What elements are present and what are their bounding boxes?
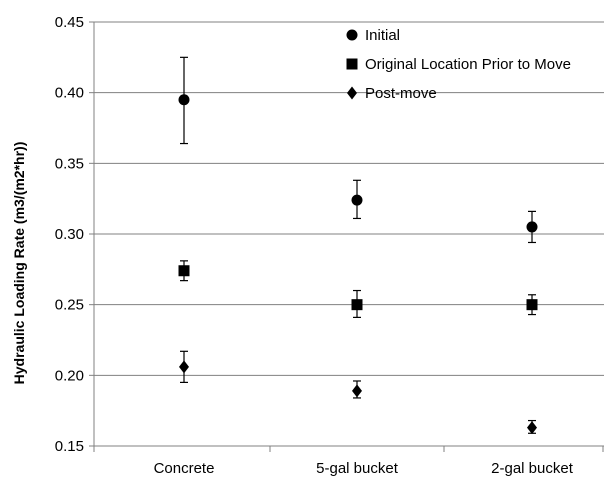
data-point-original-location-prior-to-move-concrete <box>178 265 190 277</box>
y-tick-labels: 0.15 0.20 0.25 0.30 0.35 0.40 0.45 <box>55 14 84 455</box>
legend-marker-initial <box>346 29 358 41</box>
legend-marker-post-move <box>347 86 357 100</box>
y-axis-title: Hydraulic Loading Rate (m3/(m2*hr)) <box>11 142 27 385</box>
y-tick-label: 0.45 <box>55 14 84 31</box>
gridlines <box>94 21 604 376</box>
data-point-original-location-prior-to-move-5-gal-bucket <box>351 299 363 311</box>
data-point-original-location-prior-to-move-2-gal-bucket <box>526 299 538 311</box>
x-tick-label-concrete: Concrete <box>154 460 215 477</box>
data-points <box>178 94 538 435</box>
y-tick-label: 0.15 <box>55 438 84 455</box>
legend-label-post-move: Post-move <box>365 85 437 102</box>
y-tick-label: 0.25 <box>55 297 84 314</box>
y-tick-label: 0.35 <box>55 155 84 172</box>
data-point-initial-concrete <box>178 94 190 106</box>
data-point-post-move-concrete <box>179 360 189 374</box>
legend-marker-original-location-prior-to-move <box>346 58 358 70</box>
data-point-initial-5-gal-bucket <box>351 194 363 206</box>
data-point-post-move-2-gal-bucket <box>527 421 537 435</box>
error-bars <box>180 56 536 434</box>
y-tick-label: 0.40 <box>55 85 84 102</box>
legend: Initial Original Location Prior to Move Po… <box>346 27 571 102</box>
y-tick-label: 0.30 <box>55 226 84 243</box>
x-tick-label-5-gal-bucket: 5-gal bucket <box>316 460 399 477</box>
y-tick-label: 0.20 <box>55 367 84 384</box>
x-tick-labels: Concrete 5-gal bucket 2-gal bucket <box>154 460 574 477</box>
x-tick-label-2-gal-bucket: 2-gal bucket <box>491 460 574 477</box>
data-point-post-move-5-gal-bucket <box>352 384 362 398</box>
axes <box>89 21 604 452</box>
legend-label-initial: Initial <box>365 27 400 44</box>
legend-label-original-location-prior-to-move: Original Location Prior to Move <box>365 56 571 73</box>
data-point-initial-2-gal-bucket <box>526 221 538 233</box>
